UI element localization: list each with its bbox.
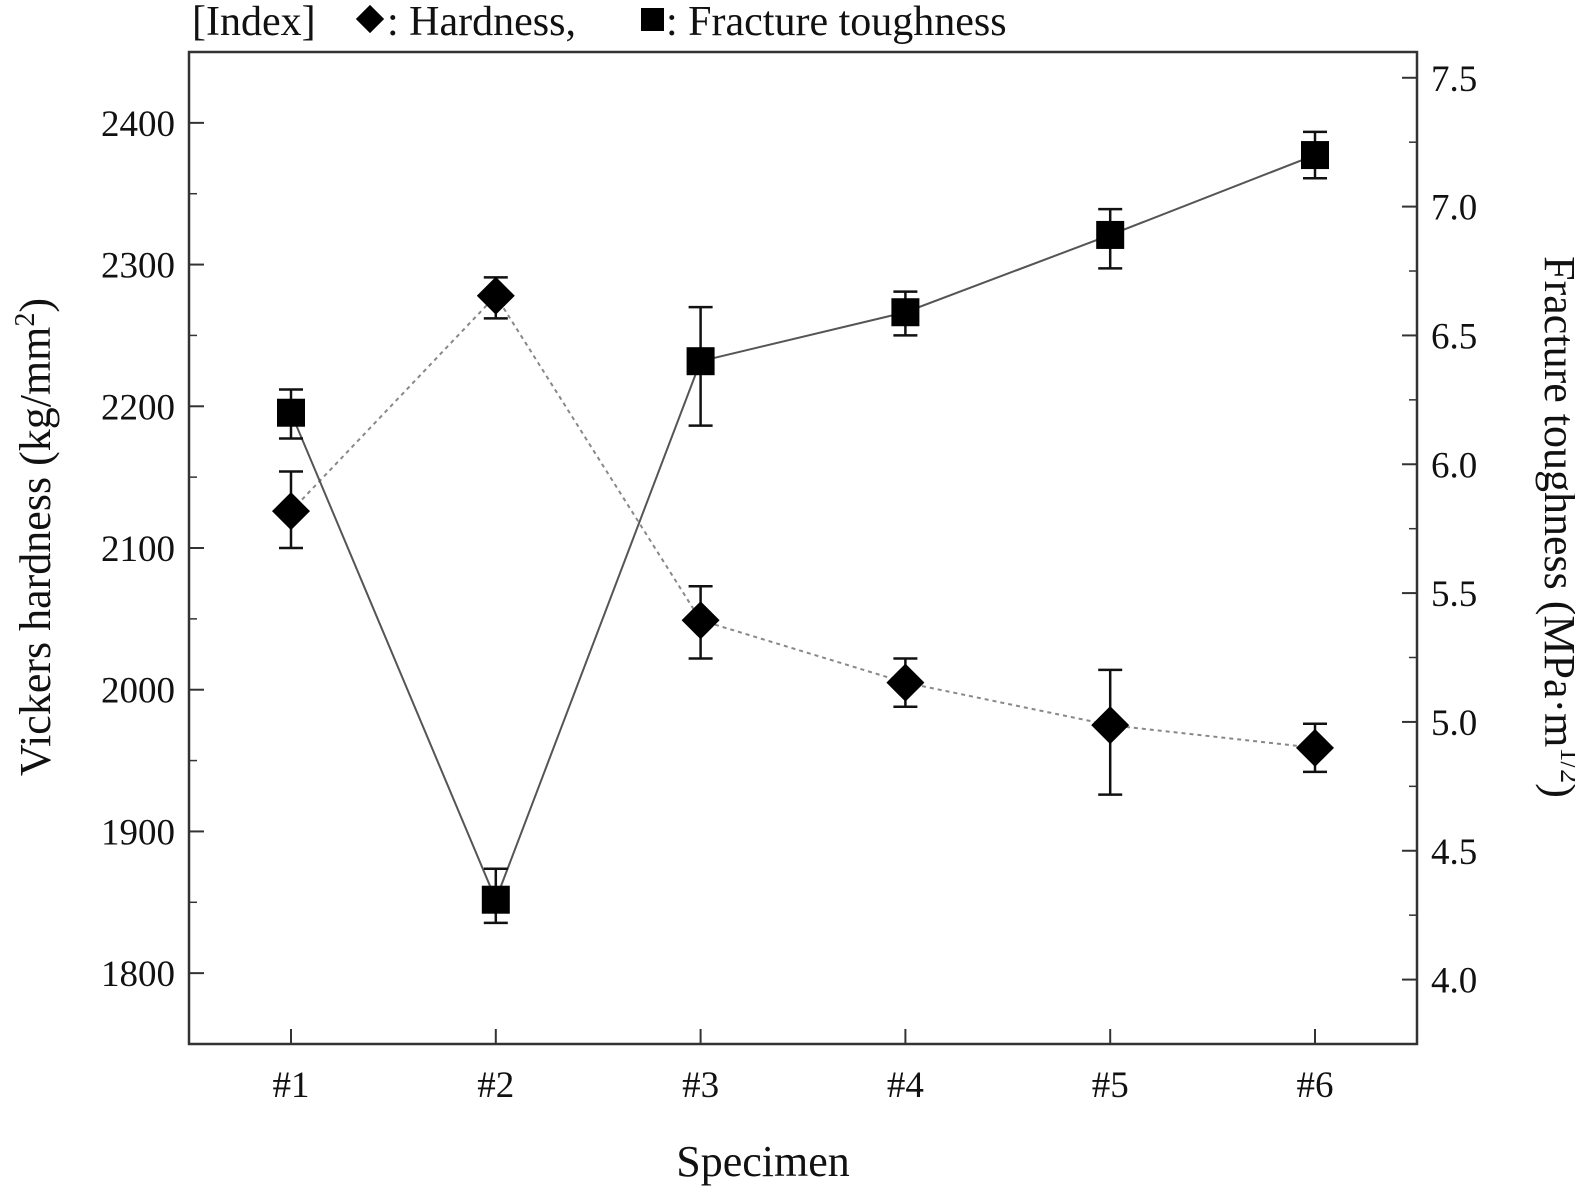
left-axis-title-close: ) xyxy=(11,298,60,313)
x-tick-label: #4 xyxy=(887,1065,924,1106)
right-axis-title-close: ) xyxy=(1535,783,1575,798)
legend-diamond-icon xyxy=(355,4,385,34)
left-axis-title-base: Vickers hardness (kg/mm xyxy=(11,327,60,776)
x-tick-label: #2 xyxy=(477,1065,514,1106)
right-axis-ticks: 4.0 4.5 5.0 5.5 6.0 6.5 7.0 7.5 xyxy=(1402,59,1477,1045)
right-tick-label: 7.0 xyxy=(1431,188,1477,229)
left-tick-label: 2200 xyxy=(101,387,175,428)
toughness-point xyxy=(277,398,305,427)
left-tick-label: 1900 xyxy=(101,812,175,853)
left-tick-label: 2100 xyxy=(101,529,175,570)
legend: [Index] : Hardness, : Fracture toughness xyxy=(192,0,1007,45)
x-tick-label: #1 xyxy=(273,1065,310,1106)
right-axis-title: Fracture toughness (MPa·m1/2) xyxy=(1535,256,1575,798)
x-axis-title: Specimen xyxy=(676,1137,850,1186)
legend-label-hardness: : Hardness, xyxy=(387,0,576,45)
left-axis-title-sup: 2 xyxy=(10,313,41,327)
hardness-point xyxy=(886,663,925,702)
right-axis-title-base: Fracture toughness (MPa·m xyxy=(1535,256,1575,747)
toughness-series-line xyxy=(290,154,1316,903)
toughness-point xyxy=(481,885,510,914)
toughness-point xyxy=(1096,220,1125,249)
hardness-point xyxy=(1091,706,1130,745)
legend-label-toughness: : Fracture toughness xyxy=(666,0,1007,45)
right-tick-label: 4.5 xyxy=(1431,832,1477,873)
left-axis-title: Vickers hardness (kg/mm2) xyxy=(10,298,60,776)
hardness-series-line xyxy=(290,294,1316,749)
x-tick-label: #6 xyxy=(1297,1065,1334,1106)
legend-square-icon xyxy=(641,8,664,31)
right-tick-label: 5.0 xyxy=(1431,703,1477,744)
right-axis-title-sup: 1/2 xyxy=(1554,747,1575,783)
hardness-point xyxy=(272,492,310,531)
left-tick-label: 2300 xyxy=(101,246,175,287)
series-lines xyxy=(290,154,1316,903)
series-error-bars xyxy=(279,130,1327,925)
right-tick-label: 7.5 xyxy=(1431,59,1477,100)
left-axis-ticks: 1800 1900 2000 2100 2200 2300 2400 xyxy=(101,51,204,1045)
x-axis-ticks: #1 #2 #3 #4 #5 #6 xyxy=(273,1029,1334,1106)
legend-prefix: [Index] xyxy=(192,0,316,45)
right-tick-label: 6.0 xyxy=(1431,445,1477,486)
toughness-point xyxy=(686,347,715,376)
hardness-point xyxy=(476,276,515,315)
right-tick-label: 4.0 xyxy=(1431,961,1477,1002)
left-tick-label: 2000 xyxy=(101,671,175,712)
hardness-point xyxy=(1296,728,1334,767)
toughness-point xyxy=(1301,141,1329,170)
left-tick-label: 2400 xyxy=(101,104,175,145)
x-tick-label: #3 xyxy=(682,1065,719,1106)
right-tick-label: 5.5 xyxy=(1431,574,1477,615)
x-tick-label: #5 xyxy=(1092,1065,1129,1106)
toughness-point xyxy=(891,298,920,327)
right-tick-label: 6.5 xyxy=(1431,316,1477,357)
left-tick-label: 1800 xyxy=(101,954,175,995)
plot-frame xyxy=(187,50,1419,1046)
hardness-point xyxy=(681,601,720,640)
series-markers xyxy=(272,141,1334,914)
